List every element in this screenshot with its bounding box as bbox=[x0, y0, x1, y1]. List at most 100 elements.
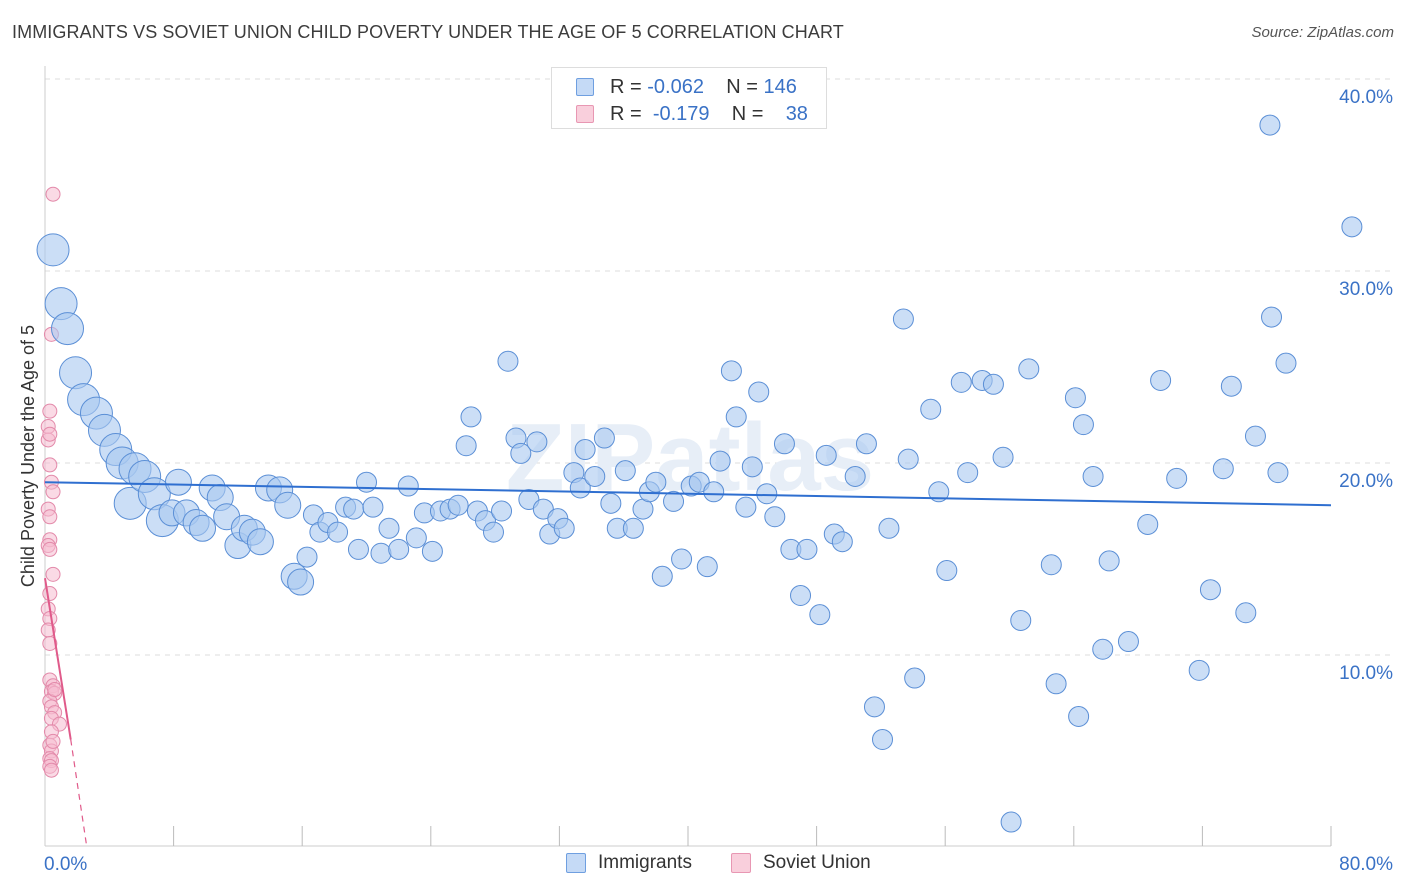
immigrants-point bbox=[1199, 579, 1221, 601]
immigrants-point bbox=[362, 496, 384, 518]
soviet-union-point bbox=[45, 733, 61, 749]
r-value: -0.062 bbox=[647, 76, 704, 98]
immigrants-point bbox=[671, 548, 693, 570]
legend-label-immigrants: Immigrants bbox=[598, 852, 692, 873]
stats-legend: R = -0.062 N = 146 R = -0.179 N = 38 bbox=[551, 67, 827, 129]
soviet-union-swatch bbox=[576, 105, 594, 123]
immigrants-point bbox=[1188, 659, 1210, 681]
immigrants-point bbox=[855, 433, 877, 455]
immigrants-point bbox=[1064, 387, 1086, 409]
immigrants-point bbox=[246, 528, 274, 556]
immigrants-trend-line bbox=[44, 481, 1332, 507]
immigrants-point bbox=[703, 481, 725, 503]
immigrants-point bbox=[1045, 673, 1067, 695]
immigrants-point bbox=[725, 406, 747, 428]
chart-title: IMMIGRANTS VS SOVIET UNION CHILD POVERTY… bbox=[12, 22, 844, 42]
immigrants-point bbox=[920, 398, 942, 420]
immigrants-point bbox=[645, 471, 667, 493]
soviet-union-point bbox=[42, 541, 58, 557]
immigrants-point bbox=[741, 456, 763, 478]
immigrants-point bbox=[497, 350, 519, 372]
soviet-union-point bbox=[42, 509, 58, 525]
immigrants-point bbox=[378, 517, 400, 539]
source-label: Source: ZipAtlas.com bbox=[1251, 24, 1394, 41]
immigrants-point bbox=[709, 450, 731, 472]
immigrants-point bbox=[773, 433, 795, 455]
immigrants-point bbox=[51, 312, 85, 346]
immigrants-point bbox=[735, 496, 757, 518]
immigrants-point bbox=[950, 371, 972, 393]
soviet-union-point bbox=[45, 566, 61, 582]
immigrants-point bbox=[982, 373, 1004, 395]
y-axis-label: Child Poverty Under the Age of 5 bbox=[18, 325, 38, 587]
immigrants-point bbox=[1267, 462, 1289, 484]
immigrants-point bbox=[553, 517, 575, 539]
immigrants-point bbox=[831, 531, 853, 553]
immigrants-point bbox=[327, 521, 349, 543]
immigrants-point bbox=[688, 471, 710, 493]
immigrants-point bbox=[36, 233, 70, 267]
immigrants-point bbox=[518, 488, 540, 510]
immigrants-point bbox=[482, 521, 504, 543]
immigrants-series bbox=[36, 114, 1363, 833]
immigrants-point bbox=[892, 308, 914, 330]
immigrants-point bbox=[1261, 306, 1283, 328]
n-label: N = bbox=[726, 76, 758, 98]
immigrants-point bbox=[878, 517, 900, 539]
immigrants-point bbox=[343, 498, 365, 520]
soviet-union-series bbox=[40, 186, 67, 778]
immigrants-point bbox=[720, 360, 742, 382]
immigrants-point bbox=[189, 514, 217, 542]
soviet-union-point bbox=[42, 586, 58, 602]
immigrants-point bbox=[1018, 358, 1040, 380]
immigrants-point bbox=[593, 427, 615, 449]
axis-labels: 10.0% 20.0% 30.0% 40.0% 0.0% 80.0% Child Pover… bbox=[18, 87, 1393, 875]
immigrants-point bbox=[809, 604, 831, 626]
immigrants-point bbox=[1010, 609, 1032, 631]
legend-label-soviet-union: Soviet Union bbox=[763, 852, 871, 873]
immigrants-point bbox=[651, 565, 673, 587]
soviet-union-point bbox=[47, 682, 63, 698]
immigrants-point bbox=[764, 506, 786, 528]
immigrants-point bbox=[1040, 554, 1062, 576]
immigrants-point bbox=[510, 442, 532, 464]
immigrants-point bbox=[421, 540, 443, 562]
immigrants-point bbox=[936, 560, 958, 582]
y-tick-label: 30.0% bbox=[1339, 279, 1393, 300]
soviet-union-point bbox=[42, 426, 58, 442]
immigrants-point bbox=[863, 696, 885, 718]
series-legend: Immigrants Soviet Union bbox=[0, 852, 1406, 878]
immigrants-point bbox=[756, 483, 778, 505]
immigrants-point bbox=[992, 446, 1014, 468]
y-tick-label: 20.0% bbox=[1339, 471, 1393, 492]
immigrants-point bbox=[872, 728, 894, 750]
n-label: N = bbox=[731, 103, 764, 125]
immigrants-point bbox=[957, 462, 979, 484]
immigrants-point bbox=[696, 556, 718, 578]
immigrants-point bbox=[296, 546, 318, 568]
immigrants-point bbox=[287, 568, 315, 596]
immigrants-point bbox=[748, 381, 770, 403]
soviet-union-point bbox=[45, 484, 61, 500]
immigrants-point bbox=[614, 460, 636, 482]
r-value: -0.179 bbox=[652, 103, 710, 125]
y-tick-label: 10.0% bbox=[1339, 663, 1393, 684]
immigrants-point bbox=[460, 406, 482, 428]
immigrants-point bbox=[815, 444, 837, 466]
immigrants-point bbox=[1341, 216, 1363, 238]
x-tick-label-min: 0.0% bbox=[44, 854, 87, 875]
immigrants-point bbox=[1259, 114, 1281, 136]
immigrants-point bbox=[928, 481, 950, 503]
immigrants-point bbox=[1212, 458, 1234, 480]
immigrants-point bbox=[790, 584, 812, 606]
immigrants-point bbox=[1068, 705, 1090, 727]
immigrants-swatch bbox=[576, 78, 594, 96]
immigrants-point bbox=[405, 527, 427, 549]
x-tick-label-max: 80.0% bbox=[1339, 854, 1393, 875]
immigrants-point bbox=[164, 468, 192, 496]
soviet-union-point bbox=[42, 457, 58, 473]
immigrants-point bbox=[532, 498, 554, 520]
immigrants-point bbox=[347, 538, 369, 560]
soviet-union-point bbox=[43, 762, 59, 778]
immigrants-point bbox=[584, 465, 606, 487]
